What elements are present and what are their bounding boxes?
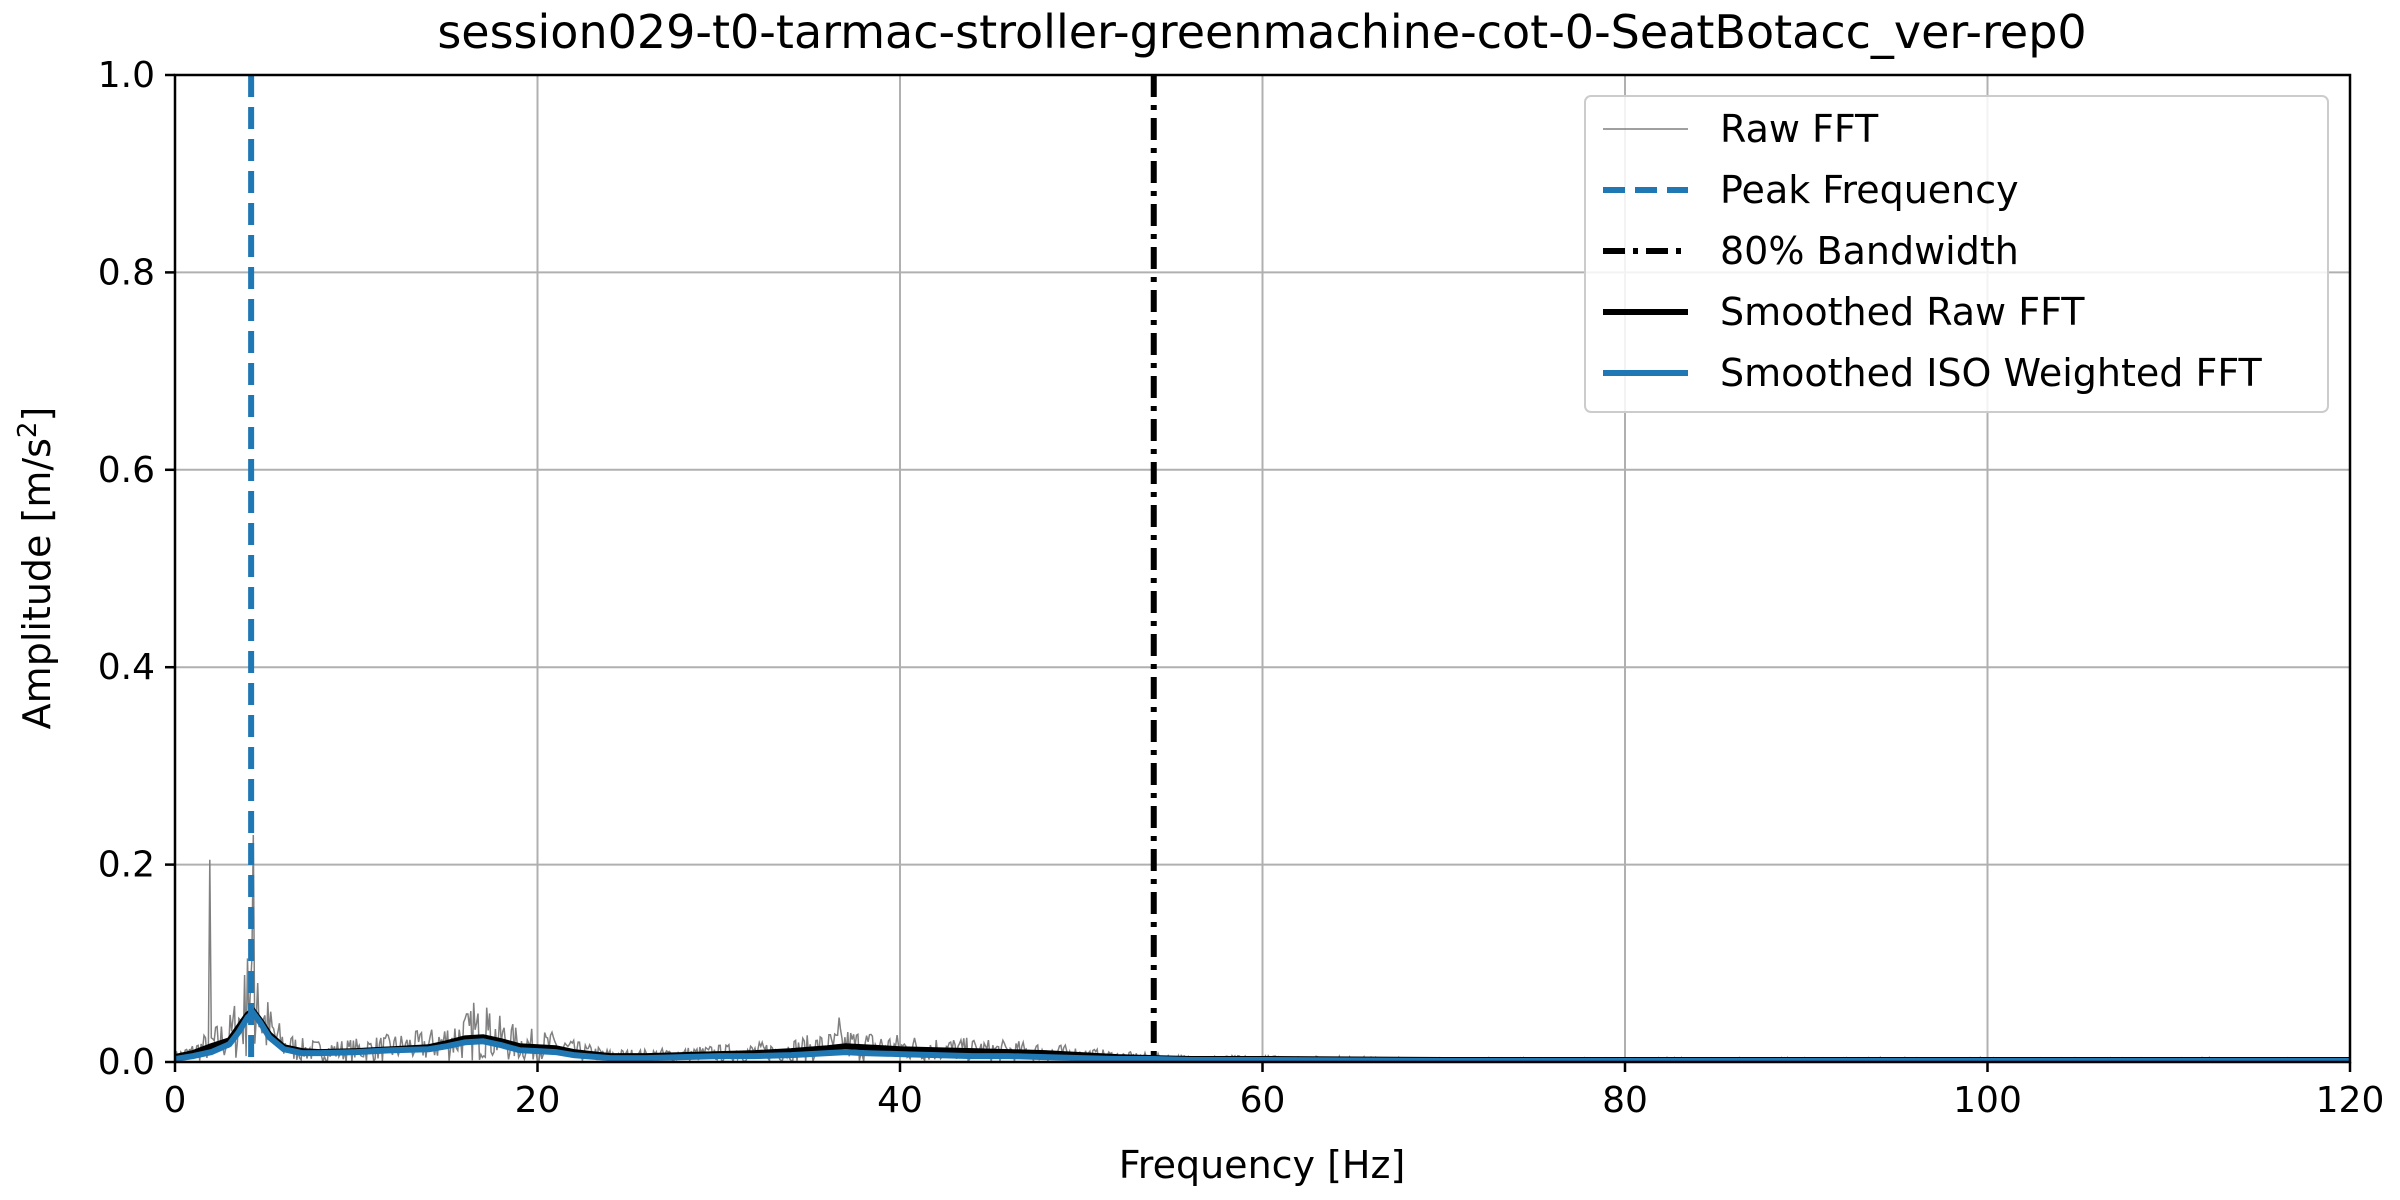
x-tick-label: 0 [164, 1080, 187, 1121]
y-axis-label-sup: 2 [13, 422, 43, 439]
y-tick-label: 1.0 [98, 55, 155, 96]
y-tick-label: 0.0 [98, 1042, 155, 1083]
legend-label-smoothed-iso: Smoothed ISO Weighted FFT [1720, 351, 2263, 395]
smoothed-iso-weighted-fft-line [175, 1008, 2350, 1062]
chart-title: session029-t0-tarmac-stroller-greenmachi… [437, 5, 2086, 59]
x-tick-label: 120 [2316, 1080, 2385, 1121]
y-tick-label: 0.2 [98, 845, 155, 886]
legend: Raw FFT Peak Frequency 80% Bandwidth Smooth… [1584, 95, 2329, 413]
x-tick-label: 80 [1602, 1080, 1648, 1121]
legend-label-raw: Raw FFT [1720, 107, 1879, 151]
legend-label-peak: Peak Frequency [1720, 168, 2019, 212]
y-axis-label-main: Amplitude [m/s [15, 438, 59, 729]
x-tick-label: 60 [1240, 1080, 1286, 1121]
axis-ticks: 0 20 40 60 80 100 120 0.0 0.2 0.4 0.6 0.8 1.0 [98, 55, 2385, 1121]
y-tick-label: 0.4 [98, 647, 155, 688]
x-tick-label: 100 [1953, 1080, 2022, 1121]
y-axis-label-close: ] [15, 407, 59, 422]
y-tick-label: 0.6 [98, 450, 155, 491]
x-tick-label: 20 [515, 1080, 561, 1121]
legend-label-smoothed-raw: Smoothed Raw FFT [1720, 290, 2085, 334]
x-axis-label: Frequency [Hz] [1119, 1143, 1406, 1187]
y-axis-label: Amplitude [m/s2] [13, 407, 59, 730]
legend-label-bandwidth: 80% Bandwidth [1720, 229, 2019, 273]
x-tick-label: 40 [877, 1080, 923, 1121]
y-tick-label: 0.8 [98, 252, 155, 293]
legend-box [1584, 95, 2329, 413]
